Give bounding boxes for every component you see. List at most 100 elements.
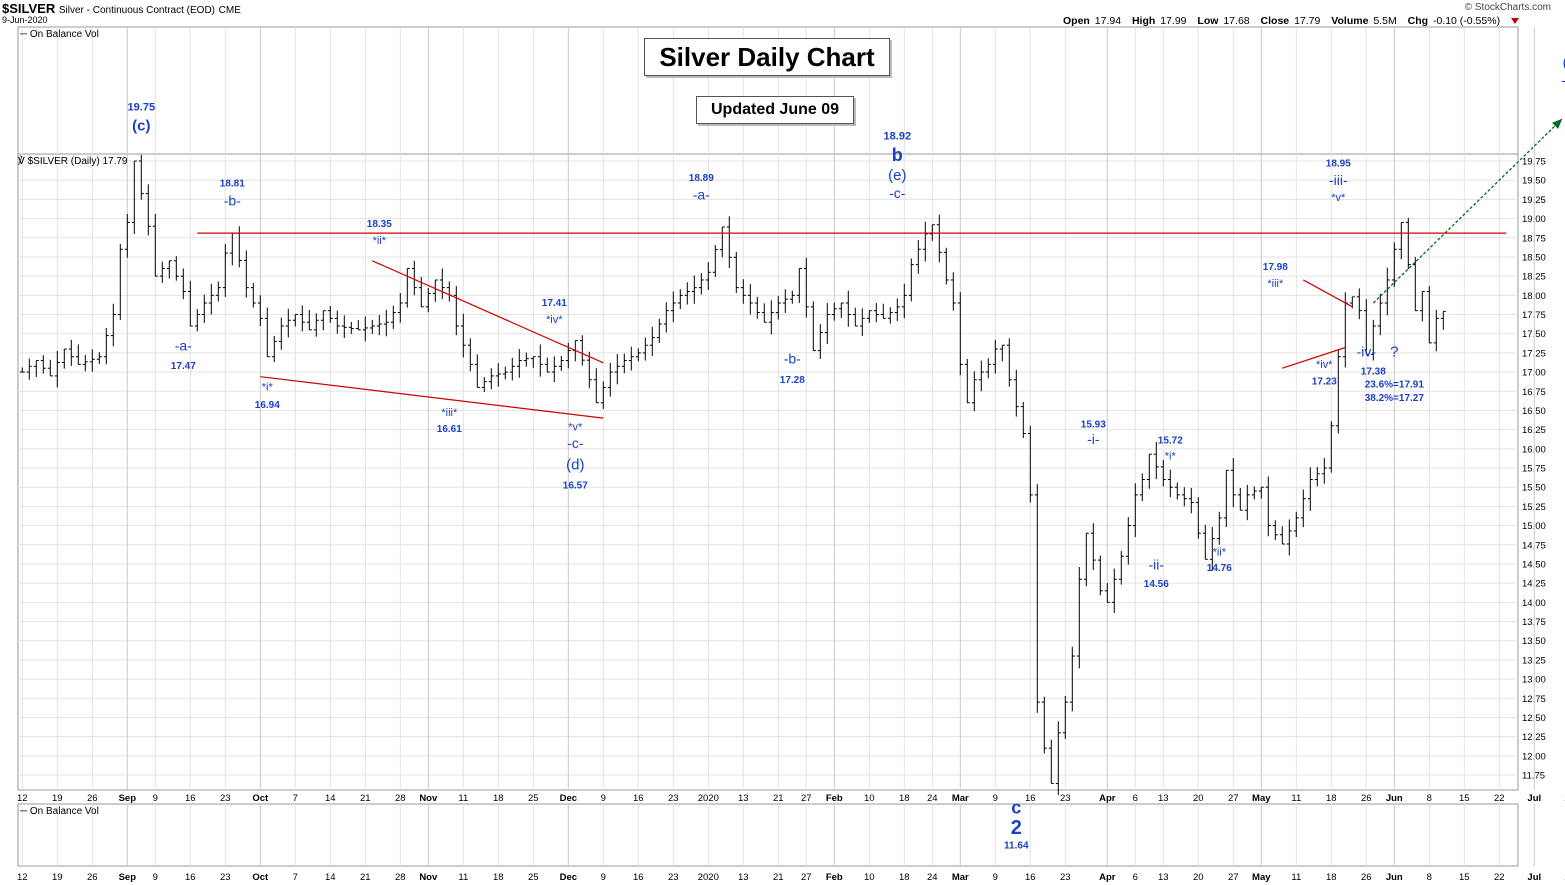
x-tick-label: Dec <box>560 872 577 883</box>
trend-line-triangle-lower <box>260 376 604 419</box>
wave-label-bottom: c <box>1011 797 1021 817</box>
chart-subtitle: Updated June 09 <box>696 96 854 124</box>
wave-label: 19.75 <box>128 101 156 113</box>
chg-value: -0.10 (-0.55%) <box>1432 15 1501 27</box>
x-tick-label: 23 <box>668 872 679 883</box>
wave-label: (d) <box>566 457 584 474</box>
wave-label: *i* <box>262 381 274 393</box>
price-panel <box>17 153 1519 791</box>
down-arrow-icon <box>1511 18 1519 24</box>
wave-label: *iii* <box>441 407 458 419</box>
y-tick-label: 11.75 <box>1522 771 1545 782</box>
wave-label: 16.94 <box>255 400 280 411</box>
x-tick-label: May <box>1252 793 1271 804</box>
symbol-header: $SILVER Silver - Continuous Contract (EO… <box>2 1 241 16</box>
x-tick-label: 11 <box>1291 793 1301 804</box>
wave-label: 18.89 <box>689 173 714 184</box>
quote-bar: Open 17.94 High 17.99 Low 17.68 Close 17… <box>1063 15 1519 27</box>
wave-label: 18.81 <box>220 178 245 189</box>
wave-label: 17.41 <box>542 298 567 309</box>
wave-label: -a- <box>175 338 192 354</box>
chg-label: Chg <box>1407 15 1429 27</box>
x-tick-label: 16 <box>633 793 644 804</box>
volume-label: Volume <box>1331 15 1369 27</box>
wave-label: 18.35 <box>367 219 392 230</box>
x-tick-label: 23 <box>220 872 231 883</box>
x-tick-label: 9 <box>601 872 606 883</box>
chart-date: 9-Jun-2020 <box>2 15 48 25</box>
wave-label-bottom: 2 <box>1011 817 1022 839</box>
x-tick-label: 26 <box>1361 793 1372 804</box>
x-tick-label: 18 <box>899 793 910 804</box>
x-tick-label: Nov <box>419 872 438 883</box>
top-indicator-label: ─ On Balance Vol <box>20 29 99 40</box>
price-legend: ℣ $SILVER (Daily) 17.79 <box>18 156 128 167</box>
x-tick-label: 28 <box>395 872 406 883</box>
wave-label: -c- <box>889 185 906 201</box>
x-tick-label: 20 <box>1193 872 1204 883</box>
wave-label: *ii* <box>373 235 387 247</box>
x-tick-label: 23 <box>1060 872 1071 883</box>
x-tick-label: 9 <box>153 872 158 883</box>
wave-label: ? <box>1390 344 1398 361</box>
wave-label: 38.2%=17.27 <box>1365 393 1425 404</box>
wave-label: 17.38 <box>1361 366 1386 377</box>
x-tick-label: 13 <box>738 793 749 804</box>
wave-label: b <box>892 145 903 165</box>
x-tick-label: 9 <box>993 793 998 804</box>
x-tick-label: 2020 <box>698 872 719 883</box>
wave-label: -i- <box>1087 431 1100 447</box>
x-tick-label: Mar <box>952 793 969 804</box>
wave-label: 17.23 <box>1312 376 1337 387</box>
x-tick-label: Mar <box>952 872 969 883</box>
x-tick-label: 24 <box>927 872 938 883</box>
x-tick-label: 19 <box>52 872 63 883</box>
projection-line <box>1372 118 1563 304</box>
x-tick-label: 18 <box>899 872 910 883</box>
wave-label: 14.76 <box>1207 563 1232 574</box>
x-tick-label: Sep <box>119 872 137 883</box>
x-tick-label: 10 <box>864 793 875 804</box>
symbol: $SILVER <box>2 1 56 16</box>
wave-label: -b- <box>224 193 241 209</box>
wave-label: 16.61 <box>437 424 462 435</box>
x-tick-label: Oct <box>252 872 269 883</box>
x-tick-label: 23 <box>1060 793 1071 804</box>
x-tick-label: 28 <box>395 793 406 804</box>
x-tick-label: 22 <box>1494 872 1505 883</box>
chart-title: Silver Daily Chart <box>644 38 890 76</box>
x-tick-label: 21 <box>773 793 784 804</box>
wave-label: -ii- <box>1149 556 1165 572</box>
wave-label: 18.92 <box>884 131 912 143</box>
x-tick-label: 26 <box>87 793 98 804</box>
low-label: Low <box>1197 15 1219 27</box>
x-tick-label: 7 <box>293 793 298 804</box>
x-tick-label: 24 <box>927 793 938 804</box>
wave-label: 23.6%=17.91 <box>1365 379 1425 390</box>
x-tick-label: 19 <box>52 793 63 804</box>
x-tick-label: Nov <box>419 793 438 804</box>
x-tick-label: 14 <box>325 793 336 804</box>
x-tick-label: 18 <box>493 793 504 804</box>
x-tick-label: 9 <box>993 872 998 883</box>
x-tick-label: Feb <box>826 872 843 883</box>
x-tick-label: 13 <box>1158 793 1169 804</box>
wave-label: -iii- <box>1329 172 1348 188</box>
wave-label: (c) <box>132 117 150 134</box>
x-tick-label: Feb <box>826 793 843 804</box>
x-tick-label: 9 <box>601 793 606 804</box>
x-tick-label: 18 <box>1326 793 1337 804</box>
high-label: High <box>1131 15 1156 27</box>
x-tick-label: Apr <box>1099 793 1116 804</box>
x-tick-label: 27 <box>801 872 812 883</box>
wave-label: 15.93 <box>1081 419 1106 430</box>
wave-label: *iv* <box>546 314 563 326</box>
x-tick-label: Apr <box>1099 872 1116 883</box>
high-value: 17.99 <box>1160 15 1187 27</box>
x-tick-label: 20 <box>1193 793 1204 804</box>
x-tick-label: 21 <box>773 872 784 883</box>
bottom-indicator-panel <box>17 803 1519 867</box>
wave-label: -a- <box>693 186 710 202</box>
x-tick-label: 11 <box>458 872 468 883</box>
